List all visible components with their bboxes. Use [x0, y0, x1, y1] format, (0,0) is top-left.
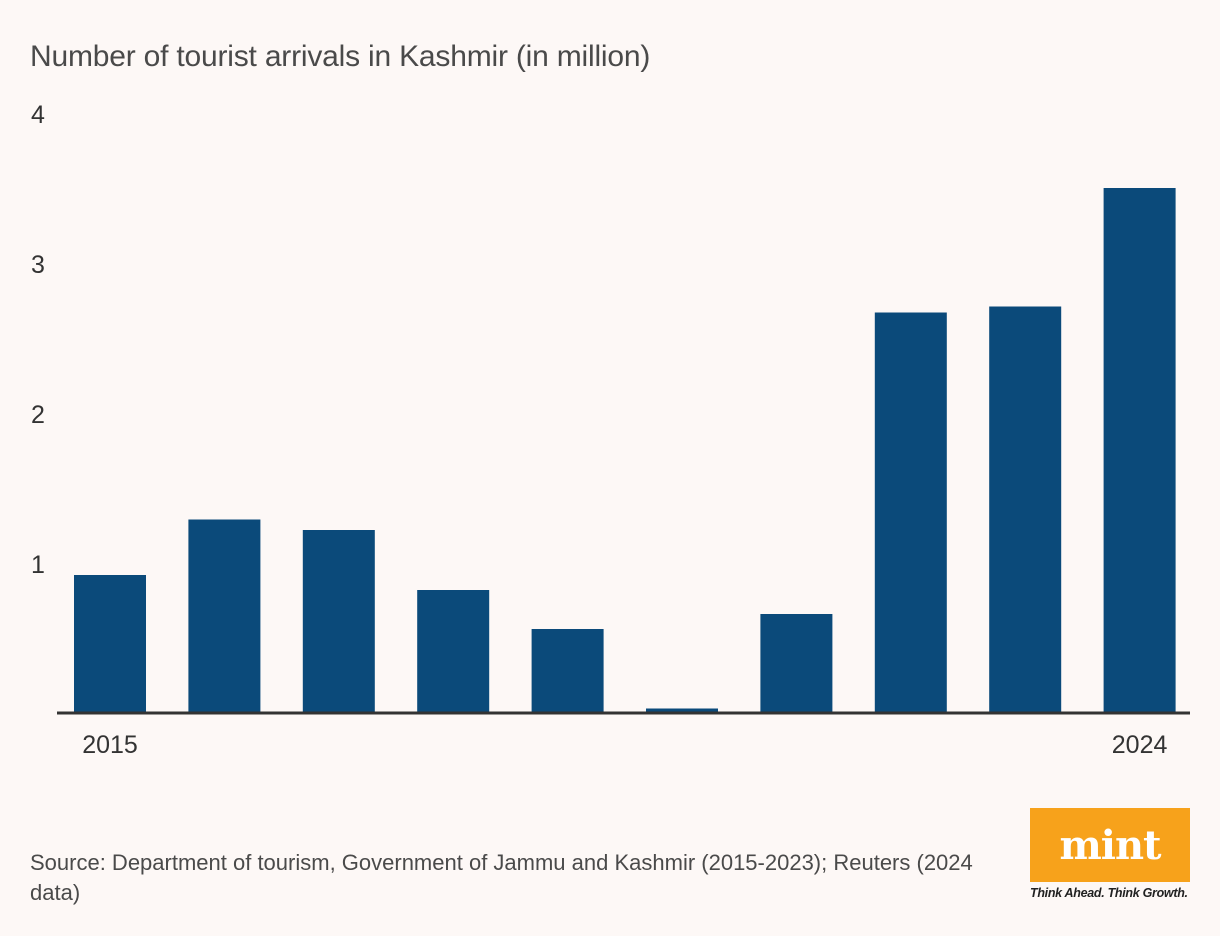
x-tick-label-2015: 2015	[82, 731, 138, 759]
bar-2016	[188, 519, 261, 713]
bar-2015	[74, 575, 146, 713]
y-tick-label: 4	[31, 101, 45, 129]
bar-2022	[874, 312, 947, 713]
bar-2019	[531, 629, 604, 713]
y-tick-label: 2	[31, 401, 45, 429]
y-tick-label: 3	[31, 251, 45, 279]
chart-title: Number of tourist arrivals in Kashmir (i…	[30, 40, 651, 73]
x-axis-ticks: 2015 2024	[82, 731, 1167, 759]
x-tick-label-2024: 2024	[1112, 731, 1168, 759]
bar-2017	[302, 530, 375, 713]
y-tick-label: 1	[31, 551, 45, 579]
bar-2021	[760, 614, 833, 713]
logo-box: mint	[1030, 808, 1190, 882]
bars-group	[74, 188, 1176, 713]
bar-2020	[646, 708, 718, 713]
bar-2023	[989, 306, 1062, 713]
logo-wordmark: mint	[1059, 821, 1161, 869]
mint-logo: mint Think Ahead. Think Growth.	[1030, 808, 1190, 900]
bar-chart: 1 2 3 4 2015 2024	[31, 101, 1190, 759]
bar-2018	[417, 590, 490, 713]
y-axis-ticks: 1 2 3 4	[31, 101, 45, 579]
source-note: Source: Department of tourism, Governmen…	[30, 850, 973, 905]
logo-tagline: Think Ahead. Think Growth.	[1030, 886, 1188, 900]
bar-2024	[1103, 188, 1176, 713]
